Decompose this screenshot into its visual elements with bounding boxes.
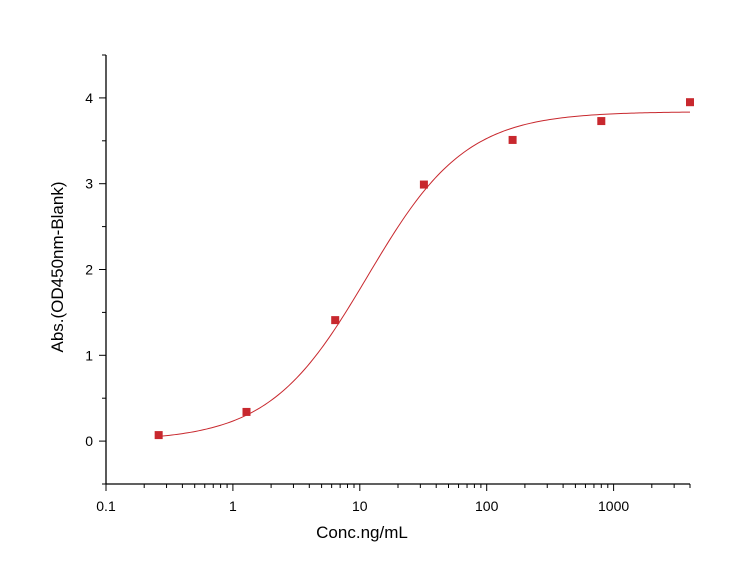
data-point: [242, 407, 251, 416]
data-points-layer: [154, 98, 694, 440]
data-point: [508, 135, 517, 144]
data-point: [597, 117, 606, 126]
ticks: 0.1 1 10 100 1000 0 1 2 3 4: [85, 54, 691, 514]
y-tick-label: 1: [85, 347, 93, 363]
y-tick-label: 3: [85, 176, 93, 192]
data-point: [154, 431, 163, 440]
y-tick-label: 2: [85, 262, 93, 278]
fit-curve-layer: [158, 111, 691, 437]
x-tick-label: 10: [352, 498, 368, 514]
data-point: [419, 180, 428, 189]
data-point: [331, 316, 340, 325]
x-tick-label: 1: [229, 498, 237, 514]
x-axis-title: Conc.ng/mL: [316, 523, 408, 542]
y-tick-label: 4: [85, 90, 93, 106]
y-tick-label: 0: [85, 433, 93, 449]
x-tick-label: 1000: [598, 498, 629, 514]
x-tick-label: 0.1: [96, 498, 116, 514]
fit-curve: [158, 111, 691, 437]
data-point: [686, 98, 694, 107]
x-tick-label: 100: [475, 498, 499, 514]
y-axis-title: Abs.(OD450nm-Blank): [48, 181, 67, 352]
